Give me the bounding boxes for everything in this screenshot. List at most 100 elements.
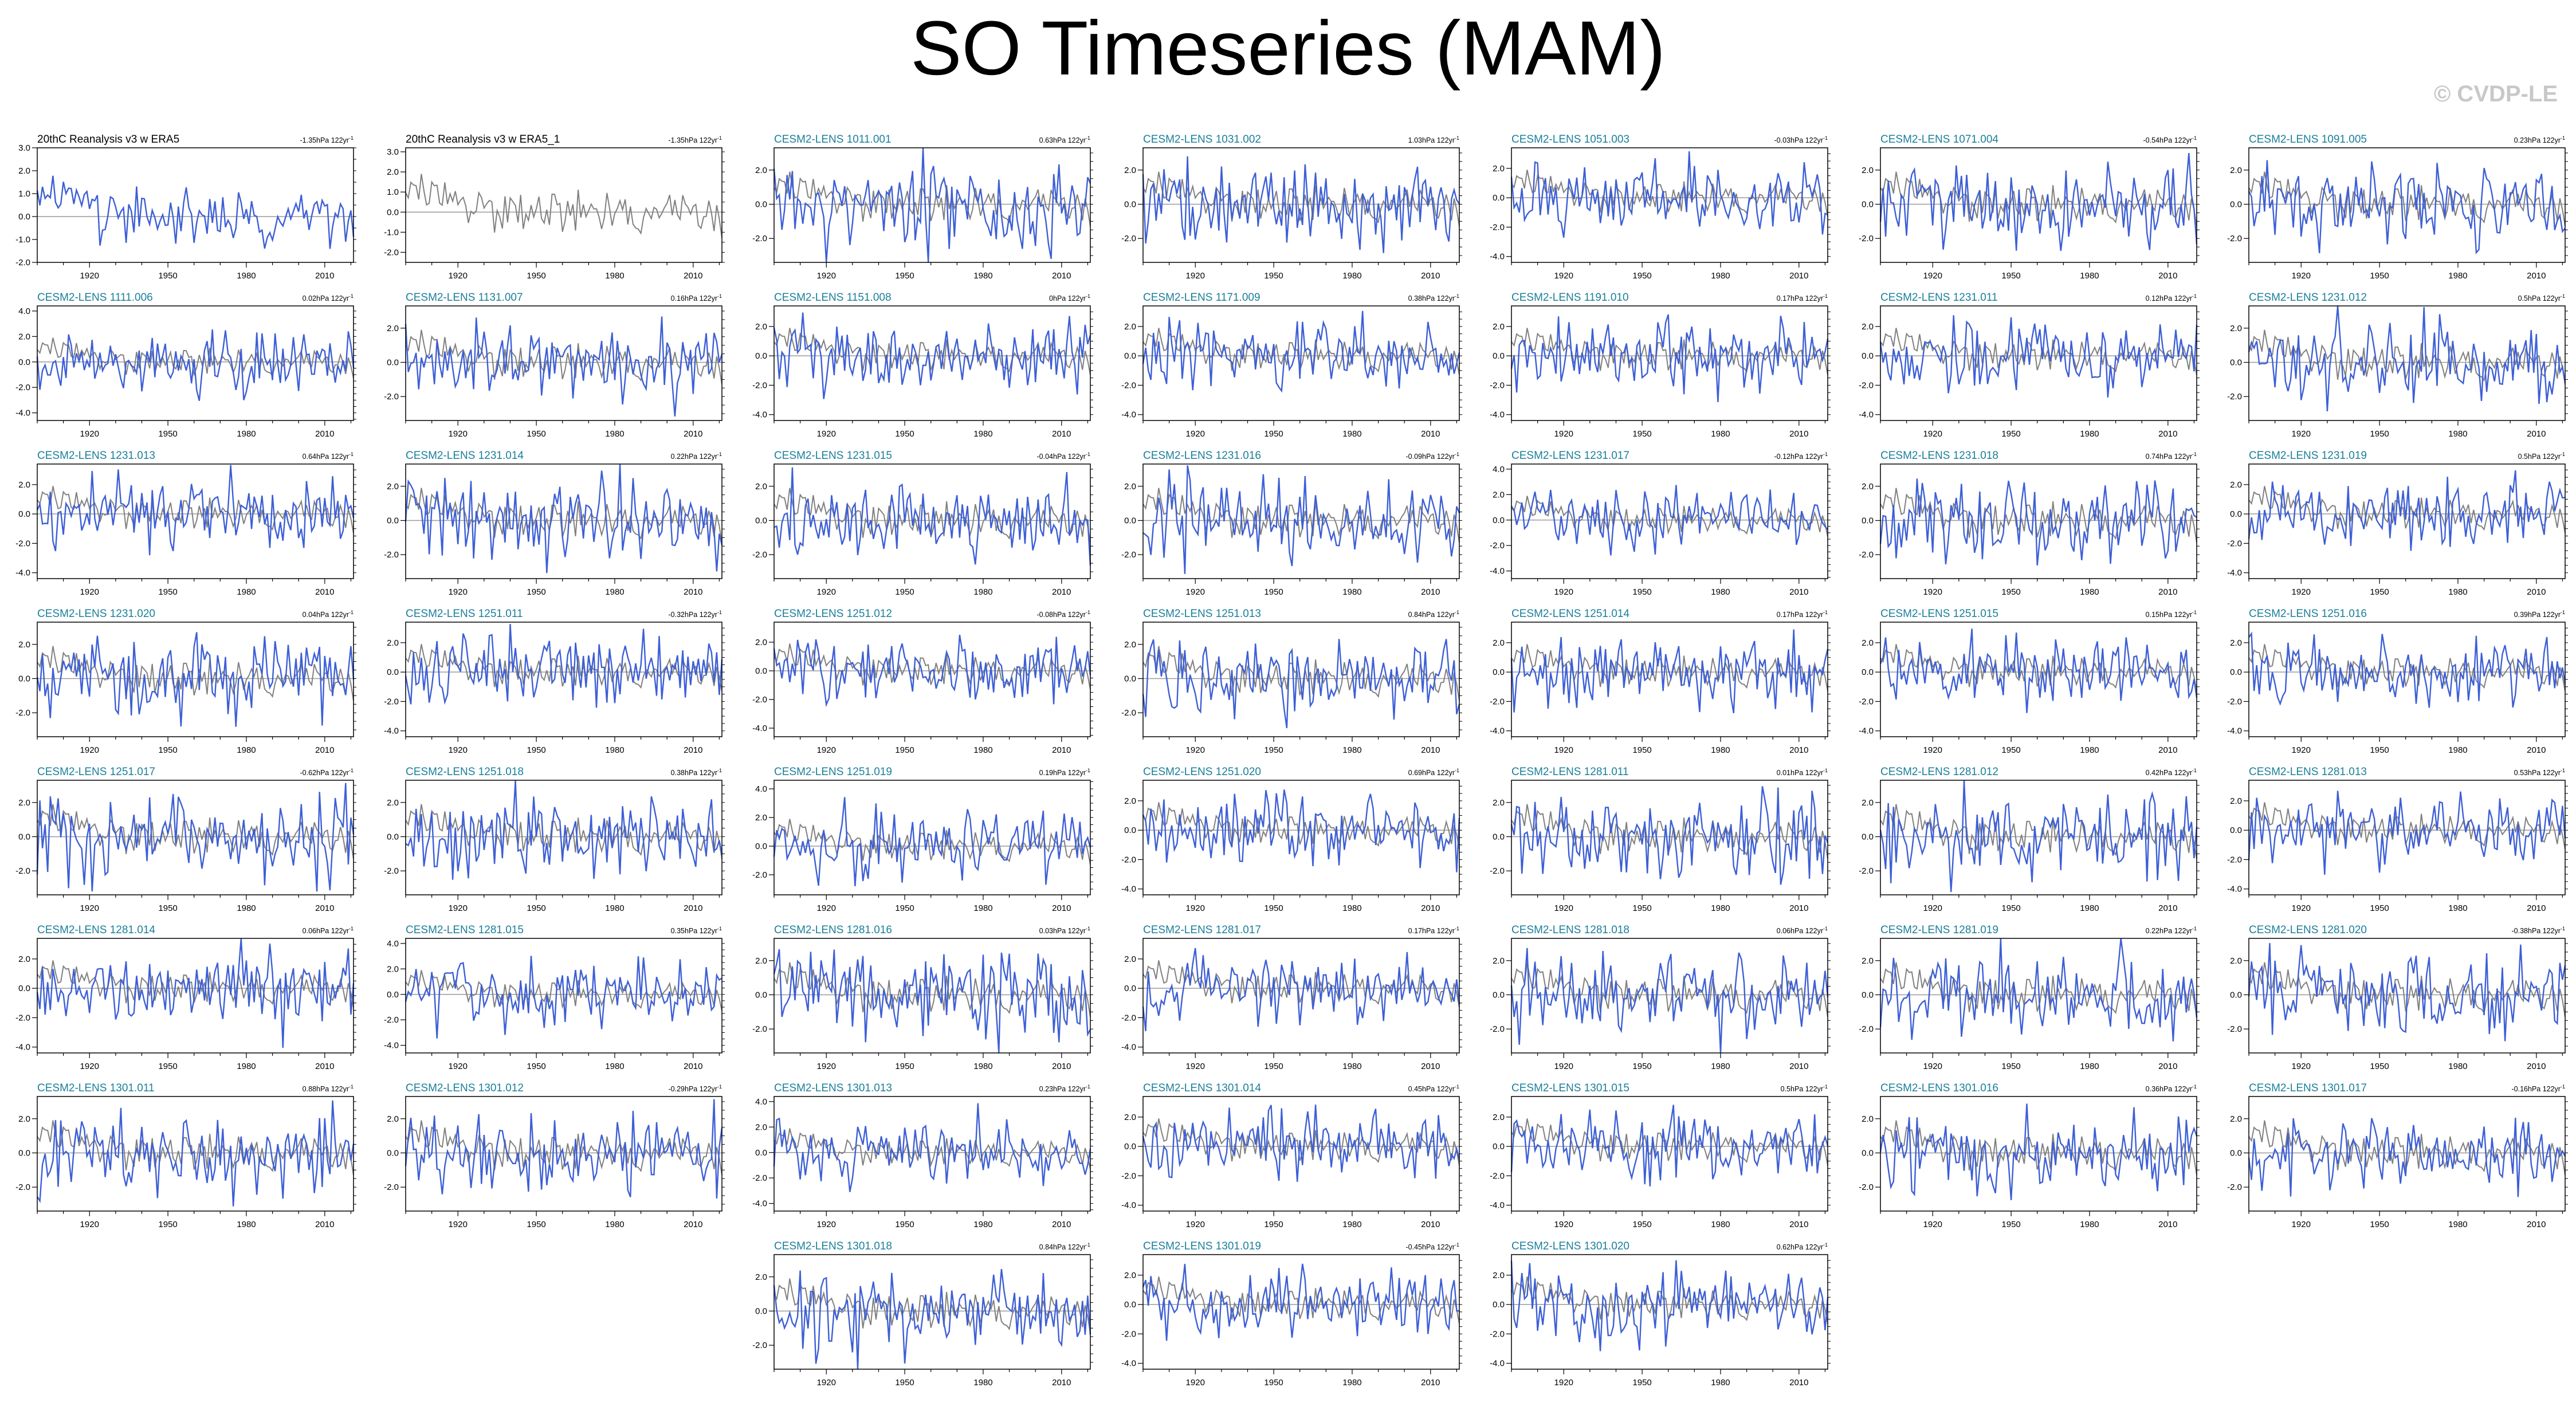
model-series-line [1879,938,2198,1041]
model-series-line [773,467,1091,566]
panel-frame [405,463,722,579]
x-tick-label: 1920 [2292,903,2311,913]
x-tick-label: 1980 [1342,587,1361,597]
timeseries-panel: CESM2-LENS 1231.012 0.5hPa 122yr-1 1920 195… [2227,292,2568,439]
model-series-line [1879,780,2198,893]
y-tick-label: 2.0 [1493,322,1505,332]
y-tick-label: -2.0 [15,1182,30,1192]
y-tick-label: -2.0 [1490,222,1505,232]
x-tick-label: 1950 [895,1062,914,1071]
panel-title: CESM2-LENS 1251.012 [774,608,892,620]
panel-title: CESM2-LENS 1251.013 [1143,608,1261,620]
y-tick-label: -4.0 [384,1041,399,1051]
y-tick-label: 0.0 [2230,667,2242,677]
x-tick-label: 1980 [973,1220,992,1229]
y-tick-label: 2.0 [2230,480,2242,490]
y-tick-label: -4.0 [1490,1201,1505,1210]
x-tick-label: 2010 [1789,1378,1808,1388]
y-tick-label: 0.0 [1862,667,1874,677]
y-tick-label: 4.0 [1493,465,1505,474]
model-series-line [1510,314,1829,402]
panel-trend: -0.32hPa 122yr-1 [669,610,722,619]
panel-title: CESM2-LENS 1231.015 [774,450,892,462]
panel-title: CESM2-LENS 1301.018 [774,1240,892,1252]
x-tick-label: 1980 [237,429,256,439]
panel-frame [1511,780,1828,895]
y-tick-label: 2.0 [2230,324,2242,333]
panel-frame [1142,463,1460,579]
panel-trend: 0.63hPa 122yr-1 [1039,135,1090,144]
x-tick-label: 1950 [2001,745,2020,755]
x-tick-label: 2010 [1052,1220,1071,1229]
x-tick-label: 1980 [2448,429,2467,439]
x-tick-label: 1950 [2001,271,2020,281]
panel-trend: 0.17hPa 122yr-1 [1777,610,1828,619]
y-tick-label: 0.0 [387,832,399,842]
y-tick-label: -4.0 [1490,726,1505,736]
model-series-line [1879,478,2197,566]
x-tick-label: 1950 [2001,1220,2020,1229]
y-tick-label: 2.0 [387,964,399,974]
x-tick-label: 1950 [895,745,914,755]
x-tick-label: 1950 [2001,587,2020,597]
panel-title: CESM2-LENS 1231.018 [1880,450,1998,462]
x-tick-label: 1920 [2292,1062,2311,1071]
x-tick-label: 1950 [527,1220,545,1229]
x-tick-label: 1950 [1632,745,1651,755]
x-tick-label: 1920 [449,903,468,913]
panel-frame [37,305,354,421]
x-tick-label: 1980 [237,587,256,597]
y-tick-label: -4.0 [1121,1201,1136,1210]
x-tick-label: 1920 [1923,429,1942,439]
y-tick-label: 2.0 [1862,322,1874,332]
panel-title: CESM2-LENS 1281.012 [1880,766,1998,778]
timeseries-panel: 20thC Reanalysis v3 w ERA5_1 -1.35hPa 122… [384,133,725,281]
x-tick-label: 2010 [2158,429,2177,439]
panel-title: CESM2-LENS 1231.016 [1143,450,1261,462]
panel-title: CESM2-LENS 1301.013 [774,1082,892,1094]
x-tick-label: 1950 [158,271,177,281]
panel-title: CESM2-LENS 1281.014 [37,924,155,936]
x-tick-label: 2010 [1789,903,1808,913]
x-tick-label: 1920 [1554,903,1573,913]
panel-trend: 0.22hPa 122yr-1 [671,451,722,461]
obs-series-line [405,488,722,543]
panel-trend: 0.17hPa 122yr-1 [1408,926,1459,935]
x-tick-label: 1920 [817,745,836,755]
panel-trend: 0.04hPa 122yr-1 [303,610,354,619]
x-tick-label: 1920 [449,745,468,755]
panel-title: CESM2-LENS 1251.015 [1880,608,1998,620]
panel-trend: 0.69hPa 122yr-1 [1408,768,1459,777]
model-series-line [1510,151,1828,238]
panel-trend: 0hPa 122yr-1 [1049,293,1090,302]
y-tick-label: -4.0 [1490,252,1505,262]
obs-series-line [773,819,1091,865]
timeseries-panel: CESM2-LENS 1251.019 0.19hPa 122yr-1 1920 19… [752,766,1093,913]
x-tick-label: 1920 [817,1220,836,1229]
y-tick-label: -2.0 [1121,708,1136,718]
x-tick-label: 1950 [895,903,914,913]
x-tick-label: 1980 [605,903,624,913]
x-tick-label: 1950 [2001,1062,2020,1071]
panel-frame [1880,147,2197,263]
y-tick-label: 2.0 [387,482,399,492]
y-tick-label: 0.0 [755,516,767,526]
x-tick-label: 1920 [1186,1378,1205,1388]
x-tick-label: 1950 [1264,903,1283,913]
x-tick-label: 1980 [2080,429,2099,439]
y-tick-label: 0.0 [387,990,399,1000]
y-tick-label: 0.0 [387,516,399,526]
y-tick-label: 2.0 [387,324,399,333]
timeseries-panel: CESM2-LENS 1301.017 -0.16hPa 122yr-1 1920 1… [2227,1082,2568,1229]
y-tick-label: -2.0 [2227,539,2242,548]
y-tick-label: 2.0 [755,813,767,823]
timeseries-panel: CESM2-LENS 1051.003 -0.03hPa 122yr-1 1920 1… [1490,133,1831,281]
panel-frame [2248,305,2566,421]
x-tick-label: 1950 [1632,429,1651,439]
y-tick-label: -4.0 [1121,410,1136,420]
copyright-label: © CVDP-LE [2433,81,2558,107]
x-tick-label: 1980 [605,1220,624,1229]
y-tick-label: -2.0 [384,550,399,560]
y-tick-label: 0.0 [1493,990,1505,1000]
x-tick-label: 1950 [895,1378,914,1388]
